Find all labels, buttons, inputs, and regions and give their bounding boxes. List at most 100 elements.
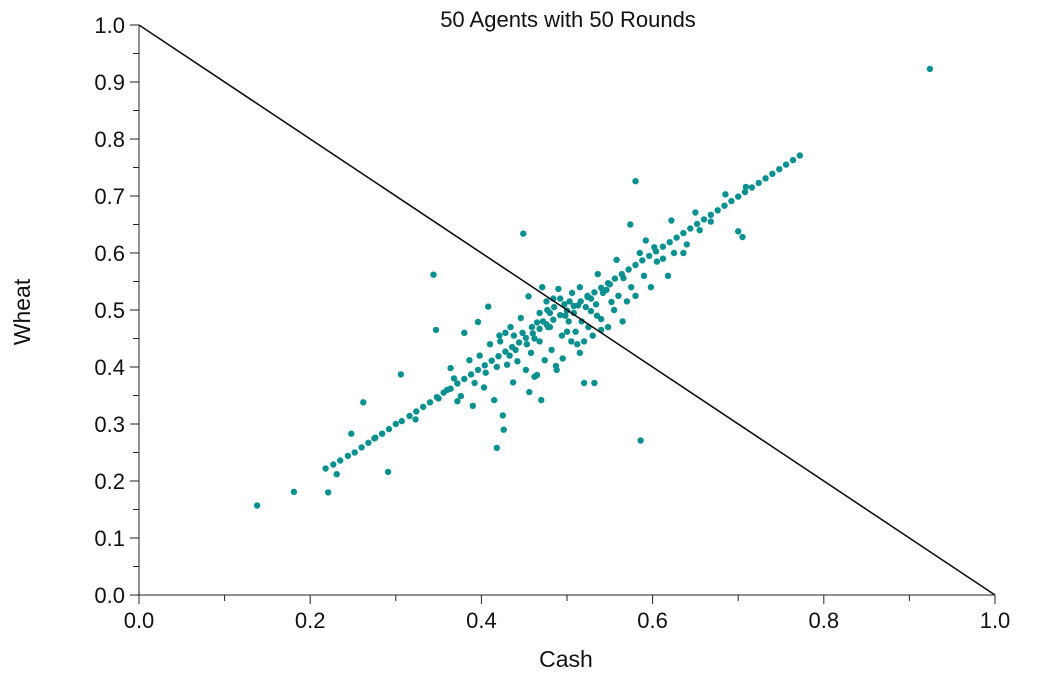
- data-point: [673, 234, 680, 241]
- data-point: [594, 270, 601, 278]
- data-point: [587, 307, 595, 315]
- data-point: [522, 334, 530, 342]
- data-point: [625, 266, 632, 273]
- data-point: [782, 161, 790, 168]
- x-tick-label: 0.2: [295, 608, 326, 633]
- y-tick-label: 0.3: [94, 412, 125, 437]
- data-point: [707, 211, 714, 218]
- data-point: [647, 284, 655, 291]
- data-point: [398, 417, 405, 425]
- data-point: [496, 332, 503, 339]
- data-point: [523, 341, 530, 348]
- data-point: [628, 284, 635, 291]
- data-point: [519, 329, 526, 336]
- data-point: [515, 339, 523, 346]
- data-point: [507, 323, 514, 331]
- data-point: [606, 281, 613, 288]
- data-point: [432, 326, 440, 334]
- data-point: [406, 412, 413, 420]
- data-point: [412, 416, 419, 423]
- data-point: [378, 430, 386, 437]
- data-point: [450, 375, 458, 382]
- data-point: [480, 384, 488, 391]
- data-point: [776, 166, 783, 173]
- reference-line: [138, 24, 996, 596]
- data-point: [739, 233, 746, 241]
- data-point: [476, 352, 483, 359]
- data-point: [495, 353, 502, 360]
- data-point: [741, 188, 749, 196]
- chart-title: 50 Agents with 50 Rounds: [440, 7, 696, 32]
- data-point: [651, 244, 658, 251]
- data-point: [769, 170, 776, 177]
- data-point: [430, 271, 437, 278]
- data-point: [666, 239, 673, 246]
- x-tick-label: 1.0: [980, 608, 1011, 633]
- data-point: [482, 369, 489, 376]
- data-point: [592, 301, 600, 308]
- data-point: [365, 439, 372, 446]
- data-point: [509, 379, 517, 386]
- data-point: [454, 380, 461, 387]
- data-point: [558, 332, 566, 339]
- data-point: [670, 249, 678, 257]
- data-point: [611, 275, 619, 282]
- data-point: [344, 452, 352, 460]
- data-point: [426, 399, 434, 406]
- data-point: [466, 357, 473, 364]
- data-point: [604, 323, 612, 331]
- data-point: [333, 471, 340, 478]
- data-point: [420, 403, 427, 411]
- data-point: [683, 241, 690, 248]
- data-point: [580, 338, 588, 345]
- data-point: [565, 318, 572, 325]
- data-point: [559, 355, 566, 362]
- data-point: [550, 316, 557, 323]
- data-point: [700, 216, 708, 223]
- data-point: [541, 357, 548, 364]
- data-point: [447, 364, 454, 372]
- data-point: [680, 229, 687, 237]
- data-point: [384, 468, 392, 476]
- data-point: [748, 184, 756, 191]
- y-tick-label: 1.0: [94, 13, 125, 38]
- data-point: [762, 175, 769, 182]
- data-point: [568, 289, 576, 297]
- data-point: [568, 338, 575, 345]
- data-point: [467, 371, 475, 378]
- y-tick-label: 0.5: [94, 298, 125, 323]
- data-point: [659, 255, 667, 262]
- data-point: [557, 295, 564, 302]
- data-point: [562, 312, 569, 319]
- data-point: [512, 346, 519, 354]
- data-point: [502, 348, 509, 355]
- data-point: [522, 366, 530, 374]
- data-point: [454, 398, 461, 405]
- data-point: [499, 412, 506, 419]
- data-point: [551, 303, 558, 311]
- data-point: [330, 461, 337, 468]
- data-point: [640, 272, 648, 279]
- data-point: [536, 309, 543, 317]
- y-tick-label: 0.7: [94, 184, 125, 209]
- data-point: [510, 332, 518, 339]
- data-point: [566, 298, 573, 305]
- data-point: [525, 293, 532, 300]
- data-point: [461, 329, 468, 336]
- data-point: [696, 227, 703, 234]
- data-point: [599, 289, 607, 297]
- data-point: [497, 338, 504, 345]
- data-point: [337, 457, 344, 464]
- data-point: [493, 444, 500, 452]
- data-point: [493, 363, 500, 371]
- data-point: [576, 284, 583, 291]
- data-point: [526, 388, 533, 396]
- data-point: [728, 197, 735, 205]
- y-tick-label: 0.6: [94, 241, 125, 266]
- reference-line-layer: [138, 24, 996, 596]
- data-point: [714, 207, 721, 214]
- data-point: [613, 256, 620, 263]
- data-point: [545, 323, 552, 331]
- data-point: [627, 221, 634, 228]
